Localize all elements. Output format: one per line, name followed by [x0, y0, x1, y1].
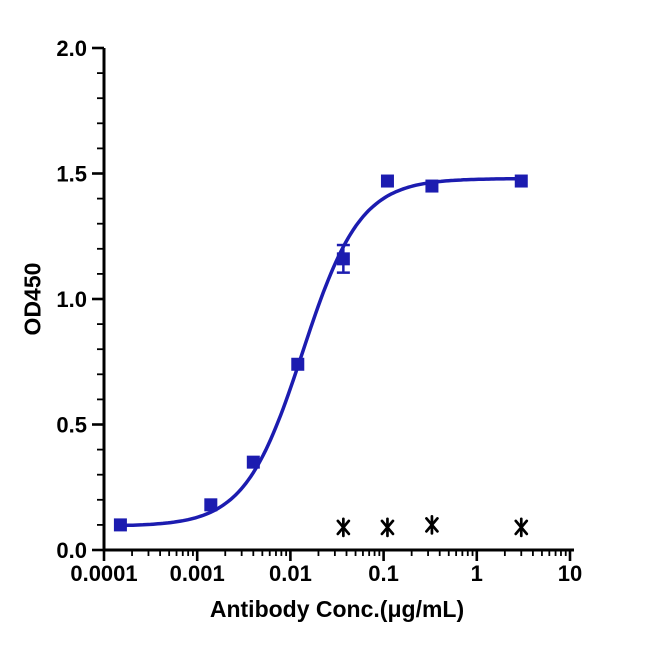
y-axis-title: OD450	[19, 262, 46, 336]
data-point-square	[291, 357, 305, 371]
control-marker-asterisk	[514, 519, 529, 536]
x-tick-label: 0.1	[368, 561, 399, 586]
y-tick-label: 0.5	[56, 413, 87, 438]
data-point-square	[380, 174, 394, 188]
data-point-square	[336, 252, 350, 266]
x-tick-label: 1	[471, 561, 483, 586]
x-tick-label: 0.0001	[70, 561, 137, 586]
control-marker-asterisk	[425, 517, 439, 533]
control-marker-asterisk	[380, 519, 395, 536]
y-tick-label: 1.0	[56, 287, 87, 312]
data-point-square	[246, 455, 260, 469]
x-tick-label: 0.01	[269, 561, 312, 586]
x-tick-label: 0.001	[170, 561, 225, 586]
y-tick-label: 1.5	[56, 162, 87, 187]
fit-curve	[118, 176, 524, 528]
x-axis-title: Antibody Conc.(μg/mL)	[209, 596, 465, 622]
data-point-square	[113, 518, 127, 532]
data-point-square	[514, 174, 528, 188]
data-point-square	[204, 498, 218, 512]
control-marker-asterisk	[336, 519, 351, 536]
data-point-square	[425, 179, 439, 193]
x-tick-label: 10	[558, 561, 582, 586]
y-tick-label: 2.0	[56, 36, 87, 61]
y-tick-label: 0.0	[56, 538, 87, 563]
